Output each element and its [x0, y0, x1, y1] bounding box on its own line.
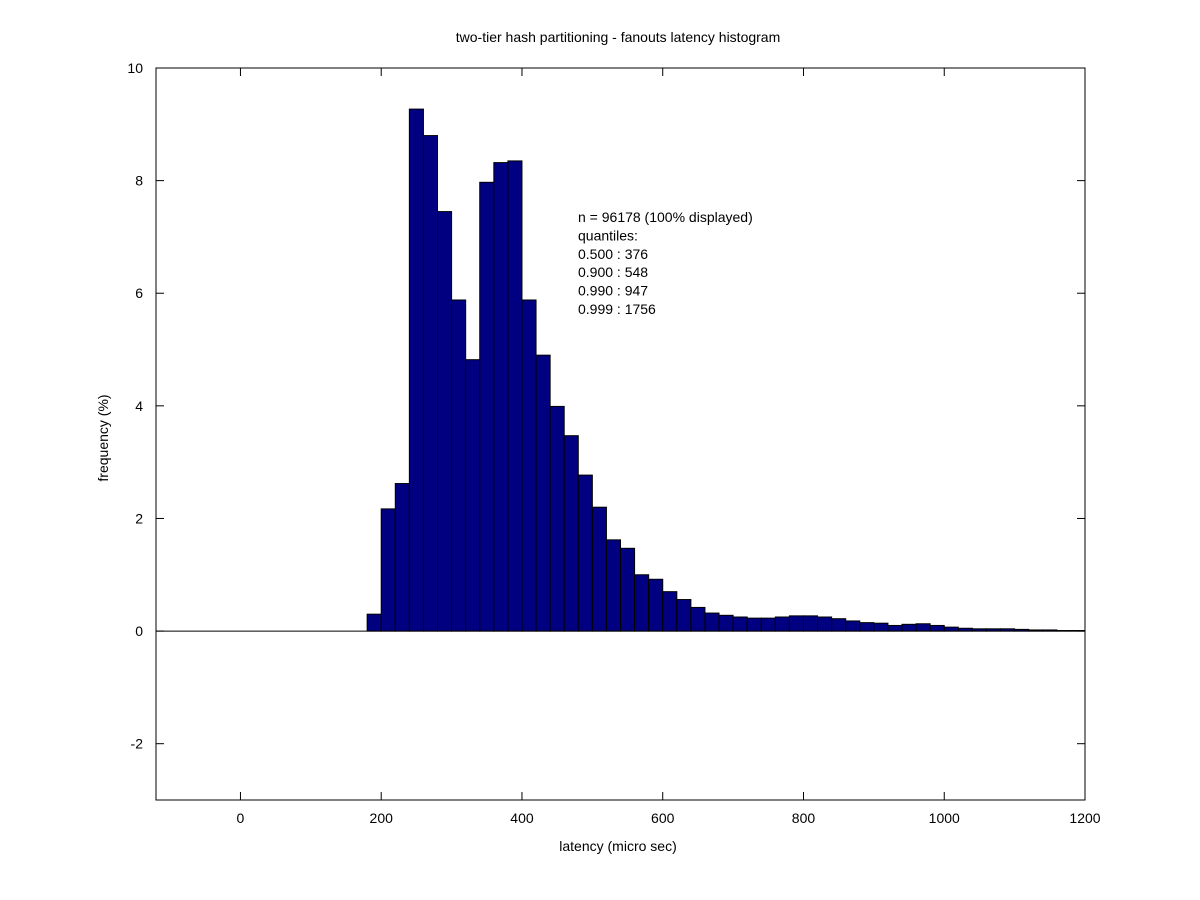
histogram-bar [648, 578, 664, 632]
histogram-bar [408, 108, 424, 632]
histogram-bar [366, 613, 382, 632]
histogram-bar [704, 612, 720, 632]
x-tick-label: 600 [651, 810, 675, 826]
x-axis-title: latency (micro sec) [559, 838, 676, 854]
histogram-bar [535, 354, 551, 632]
histogram-bar [620, 547, 636, 632]
histogram-bar [873, 622, 889, 632]
histogram-bar [521, 299, 537, 632]
stats-annotation-line: 0.500 : 376 [578, 246, 648, 262]
histogram-bar [817, 616, 833, 632]
histogram-bar [451, 299, 467, 632]
x-tick-label: 1200 [1069, 810, 1100, 826]
chart-title: two-tier hash partitioning - fanouts lat… [456, 29, 781, 45]
histogram-bar [422, 135, 439, 632]
histogram-bar [732, 616, 748, 632]
stats-annotation: n = 96178 (100% displayed) quantiles: 0.50… [578, 209, 753, 317]
histogram-bar [859, 622, 875, 632]
stats-annotation-line: 0.999 : 1756 [578, 301, 656, 317]
histogram-bar [845, 620, 861, 632]
histogram-bar [493, 162, 509, 632]
stats-annotation-line: quantiles: [578, 227, 638, 243]
y-axis-title: frequency (%) [95, 394, 111, 481]
histogram-bar [394, 483, 410, 632]
histogram-bar [760, 617, 776, 632]
y-tick-label: 6 [135, 285, 143, 301]
y-tick-label: 0 [135, 623, 143, 639]
histogram-bar [577, 474, 593, 632]
histogram-bar [915, 623, 931, 632]
histogram-bar [831, 618, 847, 632]
y-tick-label: 4 [135, 398, 143, 414]
histogram-bar [549, 405, 565, 632]
histogram-bar [690, 606, 706, 632]
y-tick-label: 2 [135, 510, 143, 526]
histogram-bar [887, 624, 903, 632]
histogram-bar [479, 181, 495, 632]
histogram-bar [929, 624, 945, 632]
histogram-bar [634, 574, 650, 632]
histogram-bar [676, 599, 692, 632]
ticks-layer: 0 200 400 600 800 1000 1200 -2 0 2 4 6 8 10 [127, 60, 1100, 826]
histogram-bar [437, 211, 453, 632]
x-tick-label: 200 [370, 810, 394, 826]
histogram-bar [802, 615, 819, 632]
histogram-bar [465, 359, 481, 632]
histogram-bar [563, 435, 579, 632]
histogram-bar [901, 623, 917, 632]
x-tick-label: 0 [237, 810, 245, 826]
histogram-bar [746, 617, 762, 632]
histogram-bar [662, 591, 678, 632]
histogram-bar [718, 614, 734, 632]
axes-layer [155, 67, 1086, 801]
histogram-bar [380, 508, 396, 632]
histogram-bar [591, 506, 607, 632]
stats-annotation-line: 0.990 : 947 [578, 283, 648, 299]
x-tick-label: 1000 [929, 810, 960, 826]
histogram-bar [774, 616, 790, 632]
x-tick-label: 800 [792, 810, 816, 826]
histogram-bar [788, 615, 804, 632]
stats-annotation-line: 0.900 : 548 [578, 264, 648, 280]
plot-border [155, 67, 1086, 801]
y-tick-label: 10 [127, 60, 143, 76]
bars-layer [366, 108, 1086, 632]
y-tick-label: 8 [135, 173, 143, 189]
stats-annotation-line: n = 96178 (100% displayed) [578, 209, 753, 225]
histogram-bar [605, 539, 621, 632]
y-tick-label: -2 [131, 736, 144, 752]
histogram-bar [943, 626, 959, 632]
histogram-bar [507, 160, 523, 632]
x-tick-label: 400 [510, 810, 534, 826]
